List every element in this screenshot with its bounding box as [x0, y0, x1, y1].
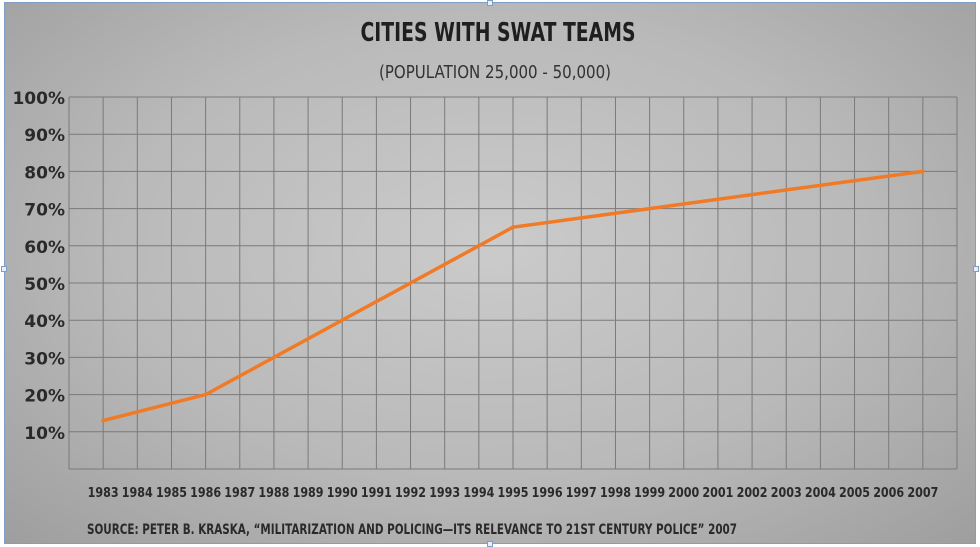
x-tick-label: 1984 [122, 486, 153, 501]
source-note: SOURCE: PETER B. KRASKA, “MILITARIZATION… [87, 522, 737, 538]
y-axis-ticks: 10% 20% 30% 40% 50% 60% 70% 80% 90% 100% [12, 89, 65, 444]
data-point [921, 169, 925, 174]
resize-handle-top[interactable] [487, 0, 493, 6]
x-tick-label: 1987 [224, 486, 255, 501]
x-tick-label: 1985 [156, 486, 187, 501]
chart-title: CITIES WITH SWAT TEAMS [361, 18, 636, 48]
line-chart: CITIES WITH SWAT TEAMS (POPULATION 25,00… [12, 18, 958, 538]
x-tick-label: 1991 [361, 486, 392, 501]
x-tick-label: 1986 [190, 486, 221, 501]
data-point [511, 225, 515, 229]
x-tick-label: 2002 [737, 486, 768, 501]
x-tick-label: 1997 [566, 486, 597, 501]
data-point [101, 418, 105, 423]
x-tick-label: 2006 [873, 486, 904, 501]
grid-lines [68, 96, 958, 470]
x-tick-label: 2000 [668, 486, 699, 501]
chart-subtitle: (POPULATION 25,000 - 50,000) [379, 62, 611, 83]
resize-handle-bottom[interactable] [487, 541, 493, 547]
x-tick-label: 1993 [429, 486, 460, 501]
y-tick-label: 70% [24, 201, 65, 221]
x-tick-label: 2005 [839, 486, 870, 501]
data-point [203, 392, 208, 397]
x-tick-label: 1998 [600, 486, 631, 501]
x-tick-label: 2001 [702, 486, 733, 501]
x-axis-ticks: 1983 1984 1985 1986 1987 1988 1989 1990 1991 1992… [88, 486, 939, 501]
x-tick-label: 1992 [395, 486, 426, 501]
x-tick-label: 2007 [907, 486, 938, 501]
x-tick-label: 2004 [805, 486, 836, 501]
x-tick-label: 1994 [463, 486, 494, 501]
x-tick-label: 1999 [634, 486, 665, 501]
x-tick-label: 1988 [258, 486, 289, 501]
resize-handle-left[interactable] [1, 266, 7, 272]
x-tick-label: 2003 [771, 486, 802, 501]
x-tick-label: 1983 [88, 486, 119, 501]
y-tick-label: 60% [24, 238, 65, 258]
resize-handle-right[interactable] [973, 266, 979, 272]
y-tick-label: 40% [24, 312, 65, 332]
y-tick-label: 30% [24, 349, 65, 369]
y-tick-label: 50% [24, 275, 65, 295]
y-tick-label: 80% [24, 163, 65, 183]
x-tick-label: 1990 [327, 486, 358, 501]
y-tick-label: 100% [12, 89, 65, 109]
x-tick-label: 1995 [498, 486, 529, 501]
y-tick-label: 20% [24, 387, 65, 407]
series-group [101, 169, 925, 423]
x-tick-label: 1996 [532, 486, 563, 501]
x-tick-label: 1989 [293, 486, 324, 501]
y-tick-label: 10% [24, 424, 65, 444]
data-point [647, 206, 652, 211]
chart-frame: CITIES WITH SWAT TEAMS (POPULATION 25,00… [4, 2, 976, 544]
y-tick-label: 90% [24, 126, 65, 146]
